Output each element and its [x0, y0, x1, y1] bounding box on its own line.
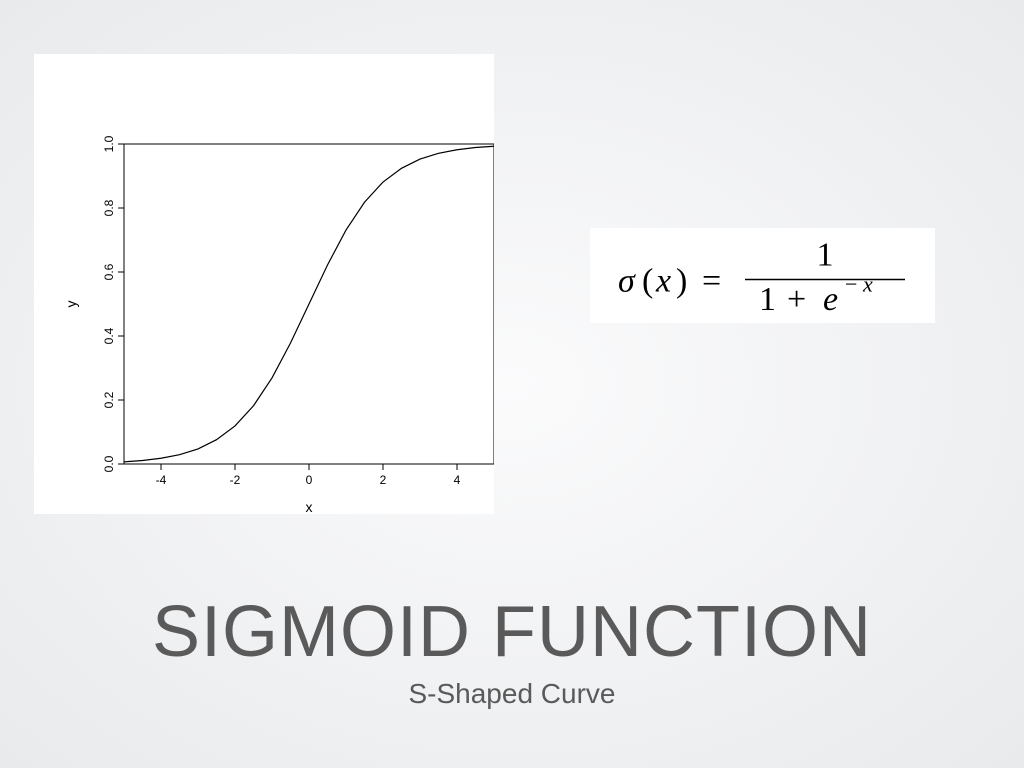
- svg-text:0.4: 0.4: [102, 327, 116, 344]
- svg-text:0.8: 0.8: [102, 199, 116, 216]
- svg-text:0.0: 0.0: [102, 455, 116, 472]
- svg-text:−: −: [845, 271, 857, 296]
- svg-text:=: =: [702, 262, 721, 299]
- svg-text:4: 4: [454, 473, 461, 487]
- svg-text:σ: σ: [618, 262, 636, 299]
- chart-panel: 0.0 0.2 0.4 0.6 0.8 1.0 -4 -2 0 2 4 x y: [34, 54, 494, 514]
- svg-text:+: +: [787, 281, 806, 318]
- svg-text:0.2: 0.2: [102, 391, 116, 408]
- svg-text:(: (: [642, 262, 653, 299]
- svg-text:): ): [676, 262, 687, 299]
- svg-text:1: 1: [817, 237, 834, 274]
- page-subtitle: S-Shaped Curve: [0, 678, 1024, 710]
- page-title: SIGMOID FUNCTION: [0, 596, 1024, 668]
- svg-text:1: 1: [759, 281, 776, 318]
- svg-text:-4: -4: [156, 473, 167, 487]
- formula-box: σ(x)=11+e−x: [590, 228, 935, 323]
- svg-text:e: e: [823, 281, 838, 318]
- svg-text:x: x: [655, 262, 671, 299]
- svg-text:0: 0: [306, 473, 313, 487]
- svg-text:-2: -2: [230, 473, 241, 487]
- svg-text:0.6: 0.6: [102, 263, 116, 280]
- svg-text:x: x: [306, 499, 313, 514]
- title-block: SIGMOID FUNCTION S-Shaped Curve: [0, 596, 1024, 710]
- svg-text:y: y: [63, 301, 79, 308]
- sigmoid-formula: σ(x)=11+e−x: [590, 228, 935, 323]
- sigmoid-chart: 0.0 0.2 0.4 0.6 0.8 1.0 -4 -2 0 2 4 x y: [34, 54, 494, 514]
- svg-text:1.0: 1.0: [102, 135, 116, 152]
- svg-text:x: x: [862, 271, 873, 296]
- svg-text:2: 2: [380, 473, 387, 487]
